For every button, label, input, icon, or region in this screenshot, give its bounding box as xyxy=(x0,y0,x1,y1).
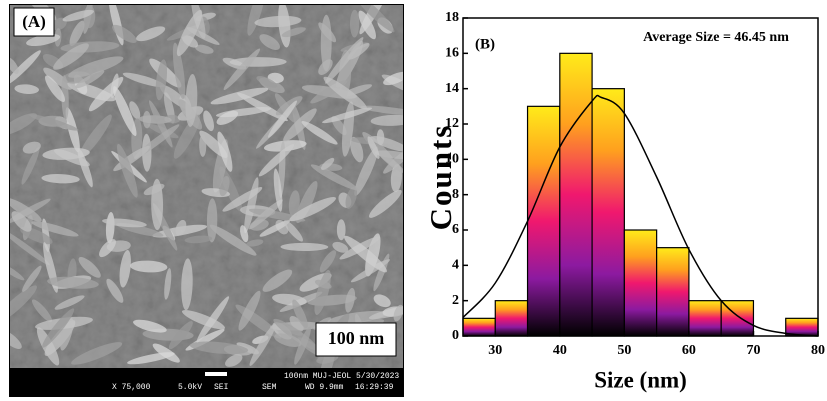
figure: (A) 100 nm 100nm MUJ-JEOL 5/30/2023 X 75… xyxy=(0,0,827,401)
y-tick-label: 0 xyxy=(452,328,459,343)
bar xyxy=(463,318,495,336)
x-tick-label: 70 xyxy=(746,343,760,358)
bar xyxy=(624,230,656,336)
sem-info: 100nm MUJ-JEOL 5/30/2023 xyxy=(284,372,399,381)
bar xyxy=(560,53,592,336)
bar xyxy=(592,89,624,336)
page: {"panel_a":{"label":"(A)","scale_bar":"1… xyxy=(0,0,827,401)
x-tick-label: 80 xyxy=(811,343,825,358)
y-tick-label: 16 xyxy=(445,46,459,61)
sem-mag: X 75,000 xyxy=(112,383,151,392)
x-axis-label: Size (nm) xyxy=(594,367,687,392)
scale-label: 100 nm xyxy=(328,328,385,348)
bar xyxy=(528,106,560,336)
panel-label: (B) xyxy=(475,36,495,52)
x-tick-label: 50 xyxy=(617,343,631,358)
sem-det: SEI xyxy=(214,383,228,392)
bar xyxy=(495,301,527,336)
annotation: Average Size = 46.45 nm xyxy=(643,30,789,45)
y-tick-label: 14 xyxy=(445,81,459,96)
x-tick-label: 60 xyxy=(682,343,696,358)
bar xyxy=(689,301,721,336)
sem-image: (A) 100 nm 100nm MUJ-JEOL 5/30/2023 X 75… xyxy=(0,0,423,397)
sem-kv: 5.0kV xyxy=(178,383,202,392)
y-tick-label: 18 xyxy=(445,10,459,25)
y-tick-label: 2 xyxy=(452,293,459,308)
x-tick-label: 30 xyxy=(488,343,502,358)
bar xyxy=(657,248,689,336)
sem-time: 16:29:39 xyxy=(355,383,394,392)
sem-mode: SEM xyxy=(262,383,277,392)
panel-label: (A) xyxy=(22,12,46,31)
y-axis-label: Counts xyxy=(423,124,458,231)
y-tick-label: 4 xyxy=(452,258,459,273)
sem-wd: WD 9.9mm xyxy=(305,383,344,392)
x-tick-label: 40 xyxy=(553,343,567,358)
scale-bar xyxy=(205,372,227,376)
